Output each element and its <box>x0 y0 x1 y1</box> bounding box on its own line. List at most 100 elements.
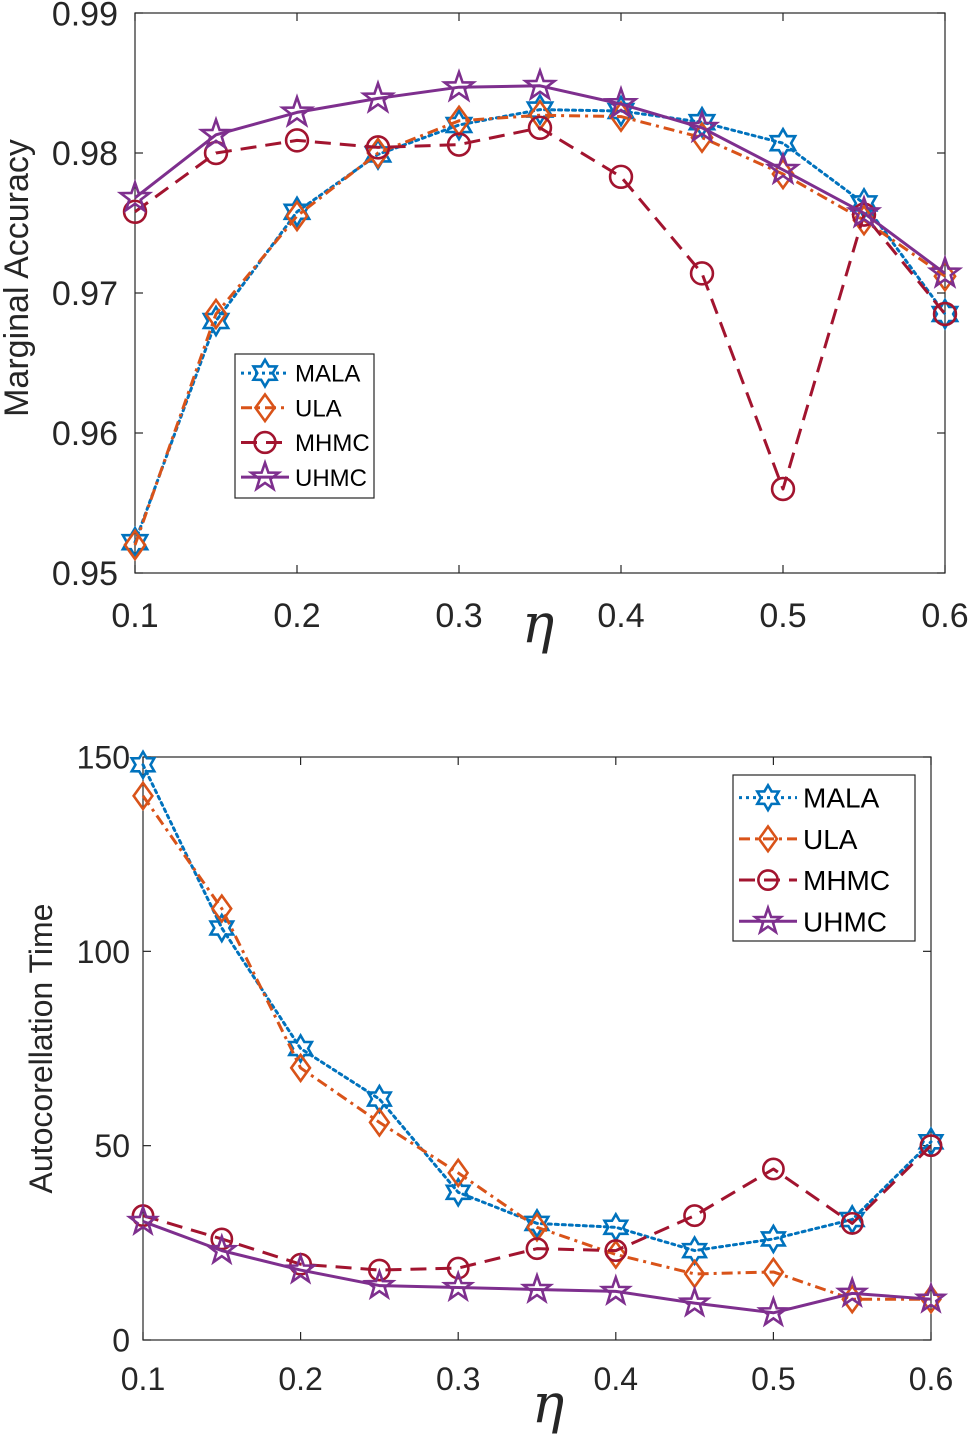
data-point-uhmc <box>913 1281 949 1314</box>
data-point-uhmc <box>756 1294 791 1328</box>
data-point-mhmc <box>919 1134 943 1158</box>
data-point-mhmc <box>446 132 472 157</box>
data-point-ula <box>447 1157 470 1189</box>
data-point-ula <box>368 1107 391 1138</box>
data-point-uhmc <box>683 108 721 144</box>
x-tick-label: 0.3 <box>436 1361 480 1397</box>
data-point-uhmc <box>125 1203 161 1237</box>
data-point-uhmc <box>204 1232 239 1266</box>
data-point-uhmc <box>440 68 478 103</box>
data-point-mala <box>606 94 636 128</box>
axes-box <box>142 756 932 1341</box>
data-point-mala <box>444 1176 472 1208</box>
legend-label: MALA <box>803 783 880 814</box>
data-point-uhmc <box>677 1285 712 1318</box>
legend-label: UHMC <box>803 906 887 937</box>
y-axis-label: Autocorellation Time <box>23 904 59 1194</box>
x-tick-label: 0.1 <box>121 1361 165 1397</box>
data-point-mhmc <box>367 1258 391 1282</box>
legend-label: UHMC <box>295 465 367 492</box>
marginal-accuracy-chart: 0.1 0.2 0.3 0.4 0.5 0.6 0.95 0.96 0.97 0.98 0.99 η M… <box>0 0 969 655</box>
legend-marker-mala <box>755 782 781 813</box>
legend-label: MALA <box>295 361 360 388</box>
data-point-mhmc <box>608 164 634 190</box>
data-point-mala <box>208 912 236 944</box>
y-tick-label: 0.97 <box>52 275 118 313</box>
series-line-uhmc <box>134 84 946 275</box>
data-point-uhmc <box>602 84 640 120</box>
x-tick-label: 0.4 <box>594 1361 638 1397</box>
data-point-mhmc <box>683 1204 707 1228</box>
y-tick-label: 50 <box>94 1128 130 1164</box>
data-point-mhmc <box>284 128 310 153</box>
data-point-mala <box>287 1032 315 1065</box>
x-tick-label: 0.1 <box>111 597 158 635</box>
data-point-ula <box>933 259 957 293</box>
data-point-uhmc <box>116 178 154 214</box>
autocorrelation-time-chart: 0.1 0.2 0.3 0.4 0.5 0.6 0 50 100 150 η Autocorellat… <box>23 740 953 1435</box>
data-point-ula <box>289 1052 312 1084</box>
legend-box <box>234 353 375 499</box>
x-tick-label: 0.4 <box>597 597 644 635</box>
data-point-uhmc <box>441 1269 476 1303</box>
x-tick-label: 0.3 <box>435 597 482 635</box>
data-point-mala <box>759 1223 787 1255</box>
data-point-mala <box>444 108 474 142</box>
data-point-mhmc <box>770 476 796 502</box>
y-axis-label: Marginal Accuracy <box>0 139 36 417</box>
series-line-mala <box>141 763 933 1253</box>
legend-marker-mhmc <box>757 869 779 891</box>
data-point-uhmc <box>598 1273 633 1307</box>
series-line-ula <box>141 795 931 1301</box>
series-line-ula <box>133 113 946 546</box>
data-point-mala <box>681 1235 709 1267</box>
data-point-ula <box>285 199 309 233</box>
data-point-ula <box>366 136 390 170</box>
data-point-ula <box>123 528 147 562</box>
data-point-mala <box>201 304 231 338</box>
data-point-uhmc <box>521 66 559 102</box>
data-point-mala <box>120 525 150 559</box>
data-point-mhmc <box>604 1239 628 1263</box>
x-tick-label: 0.2 <box>278 1361 322 1397</box>
data-point-ula <box>210 893 233 924</box>
data-point-ula <box>132 780 154 812</box>
legend-marker-mala <box>251 357 279 389</box>
data-point-mhmc <box>932 301 958 327</box>
legend-marker-mhmc <box>253 430 277 455</box>
data-point-uhmc <box>845 194 883 229</box>
x-tick-label: 0.2 <box>273 597 320 635</box>
x-tick-label: 0.5 <box>751 1361 795 1397</box>
data-point-mhmc <box>689 261 715 286</box>
data-point-uhmc <box>283 1252 318 1285</box>
legend-label: MHMC <box>295 430 370 457</box>
y-tick-label: 0 <box>112 1323 130 1359</box>
data-point-uhmc <box>197 115 235 151</box>
y-tick-label: 0.96 <box>52 415 118 453</box>
data-point-mhmc <box>446 1256 470 1280</box>
x-tick-label: 0.5 <box>759 597 806 635</box>
legend: MALA ULA MHMC UHMC <box>732 774 916 942</box>
data-point-mala <box>525 93 555 127</box>
x-tick-label: 0.6 <box>909 1361 953 1397</box>
data-point-mhmc <box>840 1211 864 1235</box>
series-line-mhmc <box>134 126 947 491</box>
data-point-uhmc <box>359 79 397 114</box>
data-point-mhmc <box>851 202 877 227</box>
data-point-mala <box>365 1083 393 1115</box>
y-tick-label: 0.99 <box>52 0 118 33</box>
series-uhmc <box>116 66 964 289</box>
y-tick-label: 100 <box>77 934 130 970</box>
data-point-uhmc <box>764 150 802 186</box>
data-point-mhmc <box>527 115 553 141</box>
data-point-ula <box>204 297 228 331</box>
y-tick-label: 0.95 <box>52 555 118 593</box>
data-point-mala <box>523 1207 551 1239</box>
data-point-mala <box>129 749 157 781</box>
y-tick-label: 0.98 <box>52 135 118 173</box>
legend-marker-uhmc <box>751 903 785 936</box>
data-point-uhmc <box>362 1267 397 1301</box>
legend-marker-uhmc <box>247 458 283 493</box>
legend-marker-ula <box>757 824 779 854</box>
data-point-mala <box>687 105 717 139</box>
